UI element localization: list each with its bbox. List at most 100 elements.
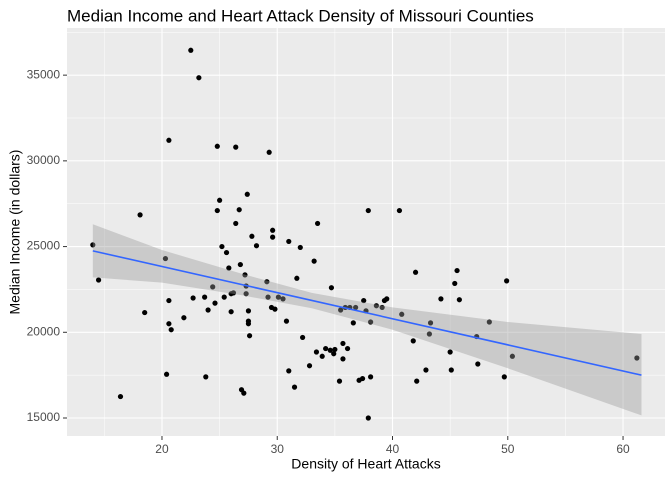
point (340, 356, 346, 362)
point (454, 267, 460, 274)
point (379, 304, 385, 311)
point (181, 315, 187, 321)
point (399, 311, 405, 317)
point (190, 295, 196, 301)
point (242, 272, 248, 278)
point (212, 300, 218, 306)
point (245, 308, 252, 314)
point (368, 374, 374, 380)
point (344, 345, 351, 352)
point (306, 363, 313, 369)
point (249, 233, 255, 239)
point (236, 207, 242, 213)
point (168, 327, 174, 333)
point (456, 297, 462, 303)
point (332, 346, 338, 353)
point (280, 296, 286, 302)
x-tick-label: 60 (616, 442, 630, 456)
point (365, 207, 371, 214)
point (338, 307, 344, 313)
point (264, 279, 270, 285)
point (286, 368, 292, 374)
point (452, 280, 458, 287)
y-tick-label: 15000 (27, 410, 61, 424)
point (384, 296, 390, 302)
point (427, 320, 434, 326)
fit-line (92, 250, 642, 376)
point (203, 374, 209, 380)
point (328, 285, 335, 291)
point (230, 290, 237, 296)
x-tick-label: 50 (501, 442, 515, 456)
y-tick-label: 20000 (27, 324, 61, 338)
y-tick-label: 30000 (27, 153, 61, 167)
point (243, 291, 249, 297)
point (214, 143, 220, 149)
point (311, 258, 317, 264)
point (233, 220, 239, 227)
point (272, 306, 278, 312)
point (253, 243, 260, 249)
point (270, 234, 276, 240)
point (241, 390, 247, 396)
point (246, 333, 253, 339)
x-tick-label: 40 (386, 442, 400, 456)
point (414, 378, 420, 384)
point (319, 353, 325, 359)
point (266, 149, 272, 155)
point (286, 238, 292, 245)
point (410, 338, 416, 344)
point (223, 249, 230, 256)
point (412, 269, 419, 275)
point (283, 318, 290, 324)
point (142, 309, 148, 316)
point (504, 278, 510, 284)
point (166, 137, 172, 143)
x-tick-label: 30 (271, 442, 285, 456)
point (486, 319, 492, 325)
point (237, 261, 243, 268)
point (426, 331, 432, 337)
point (294, 275, 300, 281)
point (196, 75, 202, 81)
point (244, 191, 250, 197)
point (245, 321, 252, 327)
point (314, 220, 321, 227)
point (90, 242, 96, 248)
point (634, 355, 640, 361)
point (396, 207, 403, 214)
point (188, 47, 194, 53)
y-tick-label: 35000 (27, 67, 61, 81)
point (166, 321, 172, 327)
point (438, 296, 444, 302)
point (475, 361, 481, 367)
chart-title: Median Income and Heart Attack Density o… (67, 6, 534, 25)
point (210, 284, 216, 290)
point (163, 371, 170, 377)
point (359, 375, 366, 382)
x-tick-label: 20 (155, 442, 169, 456)
point (217, 197, 223, 203)
point (202, 294, 208, 300)
point (219, 243, 225, 250)
point (509, 353, 515, 359)
point (265, 294, 271, 300)
point (340, 340, 346, 347)
point (226, 265, 232, 271)
point (214, 207, 220, 214)
point (95, 277, 102, 283)
point (365, 415, 371, 421)
point (423, 367, 429, 373)
point (233, 144, 239, 150)
point (291, 384, 298, 390)
point (353, 304, 359, 311)
confidence-band (92, 224, 642, 416)
point (350, 320, 356, 326)
y-tick-label: 25000 (27, 239, 61, 253)
point (336, 378, 343, 384)
point (361, 297, 367, 304)
point (331, 351, 337, 357)
point (447, 349, 453, 355)
point (221, 294, 227, 300)
point (166, 297, 172, 304)
